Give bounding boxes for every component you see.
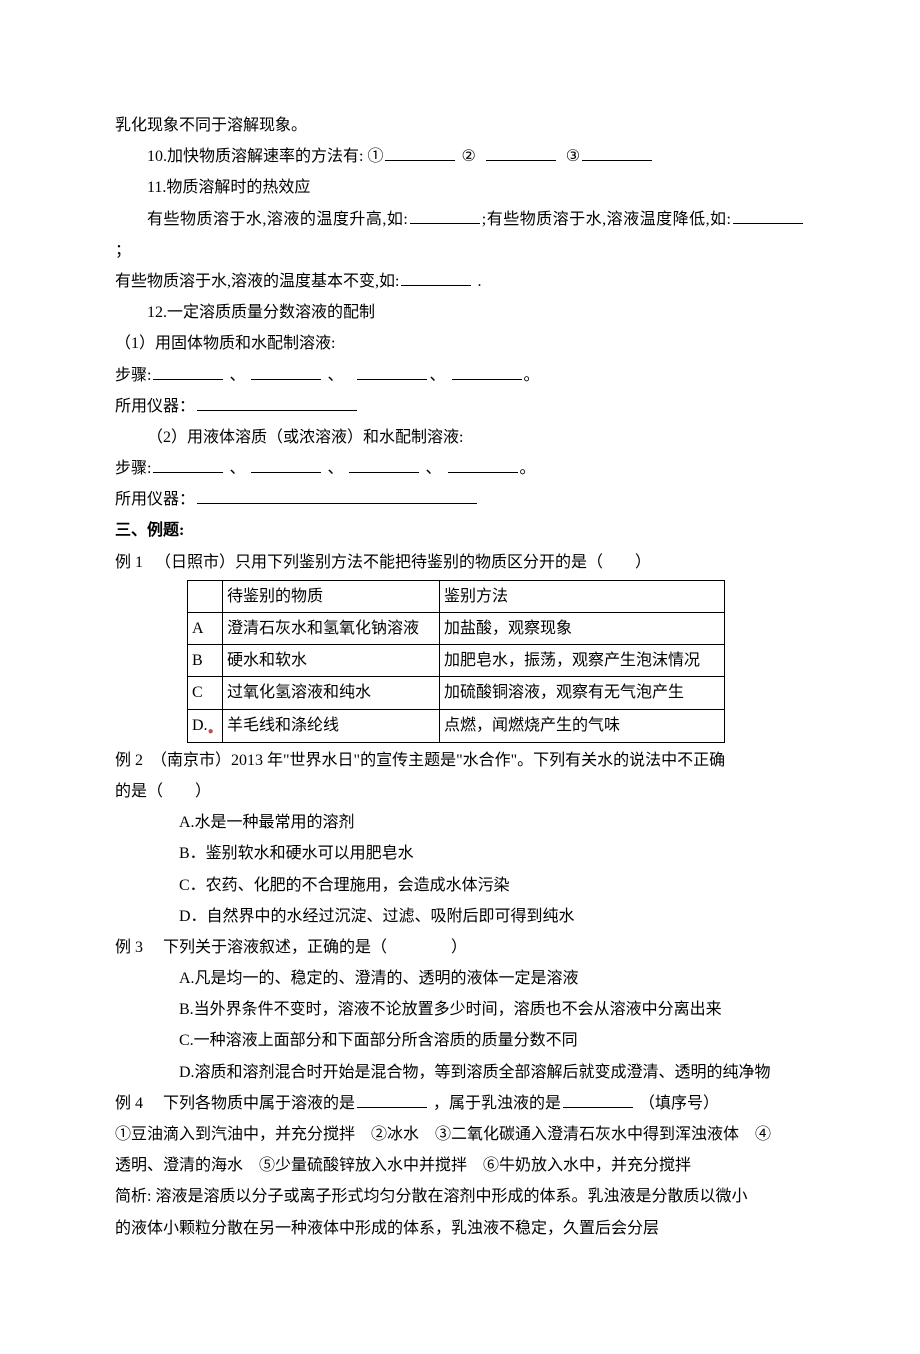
item-12-p1: （1）用固体物质和水配制溶液: xyxy=(115,328,805,359)
ex2-stem-b: 的是（ ） xyxy=(115,776,805,807)
blank xyxy=(385,144,455,161)
ex4-analysis2: 的液体小颗粒分散在另一种液体中形成的体系，乳浊液不稳定，久置后会分层 xyxy=(115,1213,805,1244)
ex4-stem-b: ，属于乳浊液的是 xyxy=(433,1095,561,1112)
table-cell: A xyxy=(188,613,223,645)
item11-line2-b: . xyxy=(473,273,481,290)
item11-line2-a: 有些物质溶于水,溶液的温度基本不变,如: xyxy=(115,273,399,290)
table-cell: B xyxy=(188,645,223,677)
item-12-title: 12.一定溶质质量分数溶液的配制 xyxy=(115,297,805,328)
item10-text-a: 10.加快物质溶解速率的方法有: ① xyxy=(147,148,383,165)
ex4-stem-c: （填序号） xyxy=(639,1095,719,1112)
ex4-stem-a: 例 4 下列各物质中属于溶液的是 xyxy=(115,1095,355,1112)
ex3-opt-b: B.当外界条件不变时，溶液不论放置多少时间，溶质也不会从溶液中分离出来 xyxy=(115,994,805,1025)
table-cell: 加肥皂水，振荡，观察产生泡沫情况 xyxy=(440,645,725,677)
instruments-label: 所用仪器： xyxy=(115,398,195,415)
blank xyxy=(486,144,556,161)
item11-line1-c: ； xyxy=(115,242,131,259)
table-row: D.● 羊毛线和涤纶线 点燃，闻燃烧产生的气味 xyxy=(188,709,725,742)
table-cell: 待鉴别的物质 xyxy=(223,580,440,612)
item-12-p2: （2）用液体溶质（或浓溶液）和水配制溶液: xyxy=(115,422,805,453)
table-cell: C xyxy=(188,677,223,709)
ex4-line2: ①豆油滴入到汽油中，并充分搅拌 ②冰水 ③二氧化碳通入澄清石灰水中得到浑浊液体 … xyxy=(115,1119,805,1150)
ex2-stem-a: 例 2 （南京市）2013 年"世界水日"的宣传主题是"水合作"。下列有关水的说… xyxy=(115,745,805,776)
sep: 、 xyxy=(225,367,249,384)
sep: 、 xyxy=(229,460,249,477)
sep: 、 xyxy=(421,460,445,477)
ex2-opt-c: C．农药、化肥的不合理施用，会造成水体污染 xyxy=(115,870,805,901)
blank xyxy=(410,207,480,224)
item-12-instruments2: 所用仪器： xyxy=(115,484,805,515)
table-cell: 加硫酸铜溶液，观察有无气泡产生 xyxy=(440,677,725,709)
steps-label: 步骤: xyxy=(115,367,151,384)
ex2-opt-a: A.水是一种最常用的溶剂 xyxy=(115,807,805,838)
blank xyxy=(563,1091,633,1108)
item11-line1-a: 有些物质溶于水,溶液的温度升高,如: xyxy=(147,211,408,228)
ex3-opt-d: D.溶质和溶剂混合时开始是混合物，等到溶质全部溶解后就变成澄清、透明的纯净物 xyxy=(115,1057,805,1088)
ex3-opt-a: A.凡是均一的、稳定的、澄清的、透明的液体一定是溶液 xyxy=(115,963,805,994)
blank xyxy=(197,394,357,411)
item-12-steps1: 步骤: 、 、 、 。 xyxy=(115,360,805,391)
item-11-line1: 有些物质溶于水,溶液的温度升高,如: ;有些物质溶于水,溶液温度降低,如: ； xyxy=(115,204,805,266)
table-cell: 澄清石灰水和氢氧化钠溶液 xyxy=(223,613,440,645)
steps-label: 步骤: xyxy=(115,460,151,477)
table-row: A 澄清石灰水和氢氧化钠溶液 加盐酸，观察现象 xyxy=(188,613,725,645)
blank xyxy=(251,363,321,380)
table-cell xyxy=(188,580,223,612)
blank xyxy=(197,487,477,504)
ex1-stem: 例 1 （日照市）只用下列鉴别方法不能把待鉴别的物质区分开的是（ ） xyxy=(115,547,805,578)
item-10: 10.加快物质溶解速率的方法有: ① ② ③ xyxy=(115,141,805,172)
ex3-opt-c: C.一种溶液上面部分和下面部分所含溶质的质量分数不同 xyxy=(115,1025,805,1056)
table-cell: D.● xyxy=(188,709,223,742)
period: 。 xyxy=(520,460,536,477)
top-continuation-line: 乳化现象不同于溶解现象。 xyxy=(115,110,805,141)
item-11-title: 11.物质溶解时的热效应 xyxy=(115,172,805,203)
item-11-line2: 有些物质溶于水,溶液的温度基本不变,如: . xyxy=(115,266,805,297)
blank xyxy=(448,456,518,473)
ex4-analysis1: 简析: 溶液是溶质以分子或离子形式均匀分散在溶剂中形成的体系。乳浊液是分散质以微… xyxy=(115,1181,805,1212)
dot-icon: ● xyxy=(208,726,214,737)
table-cell: 硬水和软水 xyxy=(223,645,440,677)
table-cell: 羊毛线和涤纶线 xyxy=(223,709,440,742)
blank xyxy=(733,207,803,224)
item-12-steps2: 步骤: 、 、 、 。 xyxy=(115,453,805,484)
table-cell: 点燃，闻燃烧产生的气味 xyxy=(440,709,725,742)
blank xyxy=(401,269,471,286)
blank xyxy=(251,456,321,473)
ex2-opt-d: D．自然界中的水经过沉淀、过滤、吸附后即可得到纯水 xyxy=(115,901,805,932)
blank xyxy=(357,363,427,380)
sep: 、 xyxy=(323,460,347,477)
table-cell: 过氧化氢溶液和纯水 xyxy=(223,677,440,709)
item10-text-c: ③ xyxy=(566,148,580,165)
item10-text-b: ② xyxy=(461,148,475,165)
item11-line1-b: ;有些物质溶于水,溶液温度降低,如: xyxy=(482,211,731,228)
section-3-title: 三、例题: xyxy=(115,515,805,546)
ex4-line3: 透明、澄清的海水 ⑤少量硫酸锌放入水中并搅拌 ⑥牛奶放入水中，并充分搅拌 xyxy=(115,1150,805,1181)
table-row: C 过氧化氢溶液和纯水 加硫酸铜溶液，观察有无气泡产生 xyxy=(188,677,725,709)
ex1-table: 待鉴别的物质 鉴别方法 A 澄清石灰水和氢氧化钠溶液 加盐酸，观察现象 B 硬水… xyxy=(187,580,725,743)
table-cell: 加盐酸，观察现象 xyxy=(440,613,725,645)
table-row: B 硬水和软水 加肥皂水，振荡，观察产生泡沫情况 xyxy=(188,645,725,677)
item-12-instruments1: 所用仪器： xyxy=(115,391,805,422)
blank xyxy=(153,363,223,380)
blank xyxy=(452,363,522,380)
ex2-opt-b: B．鉴别软水和硬水可以用肥皂水 xyxy=(115,838,805,869)
ex4-stem: 例 4 下列各物质中属于溶液的是 ，属于乳浊液的是 （填序号） xyxy=(115,1088,805,1119)
instruments-label: 所用仪器： xyxy=(115,491,195,508)
table-cell: 鉴别方法 xyxy=(440,580,725,612)
blank xyxy=(582,144,652,161)
table-row: 待鉴别的物质 鉴别方法 xyxy=(188,580,725,612)
blank xyxy=(357,1091,427,1108)
period: 。 xyxy=(524,367,540,384)
sep: 、 xyxy=(323,367,347,384)
document-page: 乳化现象不同于溶解现象。 10.加快物质溶解速率的方法有: ① ② ③ 11.物… xyxy=(0,0,920,1354)
blank xyxy=(349,456,419,473)
blank xyxy=(153,456,223,473)
ex3-stem: 例 3 下列关于溶液叙述，正确的是（ ） xyxy=(115,932,805,963)
